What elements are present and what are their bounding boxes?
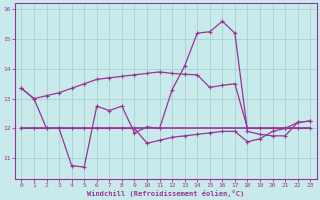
X-axis label: Windchill (Refroidissement éolien,°C): Windchill (Refroidissement éolien,°C) (87, 190, 244, 197)
